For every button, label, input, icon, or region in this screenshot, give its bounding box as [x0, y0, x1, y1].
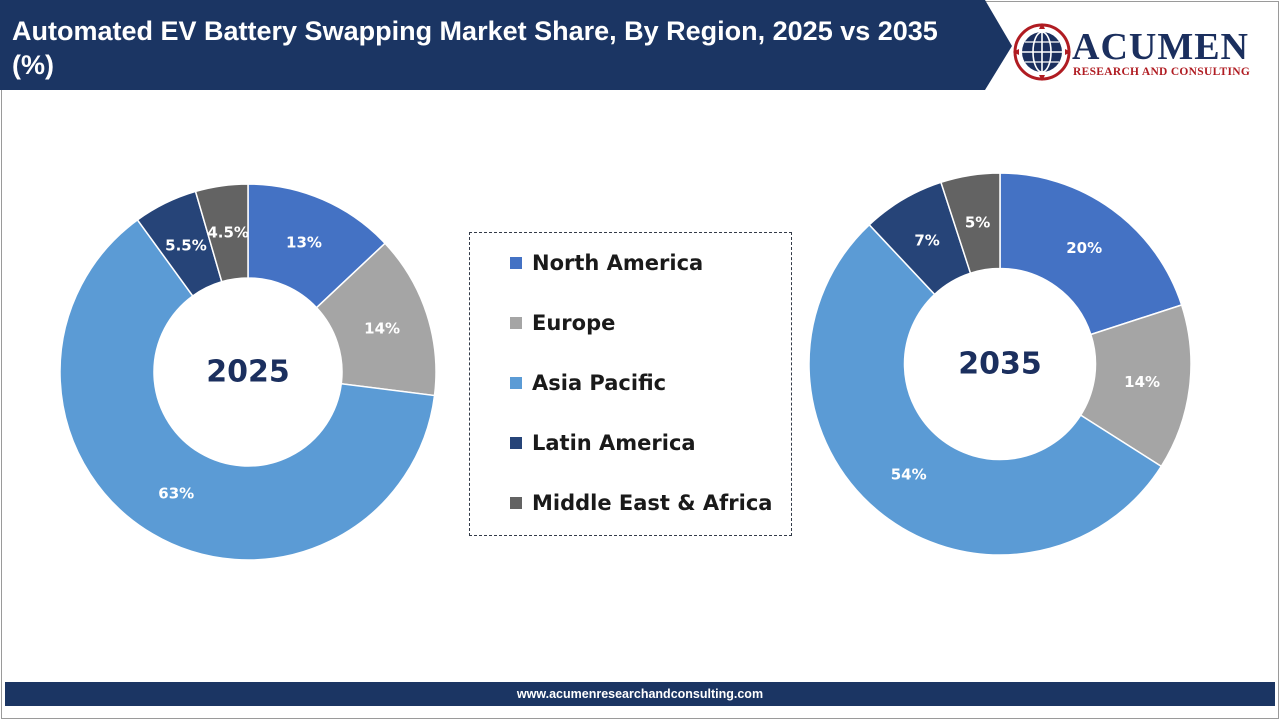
donut-chart-2035: 20% 14% 54% 7% 5% 2035 [808, 172, 1192, 556]
legend-label: North America [532, 251, 704, 275]
legend-swatch [510, 377, 522, 389]
legend-label: Middle East & Africa [532, 491, 773, 515]
footer-bar: www.acumenresearchandconsulting.com [5, 682, 1275, 706]
legend-item-middle-east-africa: Middle East & Africa [510, 489, 772, 517]
data-label-europe-2035: 14% [1124, 373, 1160, 391]
donut-2035-svg: 20% 14% 54% 7% 5% 2035 [808, 172, 1192, 556]
legend-label: Europe [532, 311, 616, 335]
data-label-europe-2025: 14% [364, 319, 400, 337]
legend-item-latin-america: Latin America [510, 429, 696, 457]
chart-title: Automated EV Battery Swapping Market Sha… [12, 16, 938, 80]
slice-asia-pacific-2025 [59, 218, 436, 561]
donut-2025-svg: 13% 14% 63% 5.5%4.5% 2025 [59, 183, 437, 561]
donut-center-label: 2035 [958, 347, 1042, 382]
data-label-north-america-2035: 20% [1066, 239, 1102, 257]
legend-item-asia-pacific: Asia Pacific [510, 369, 666, 397]
slice-middle-east-africa-2035 [940, 172, 1001, 275]
data-label-north-america-2025: 13% [286, 234, 322, 252]
header-banner [0, 0, 1012, 90]
header-banner-shape [0, 0, 1012, 90]
legend-swatch [510, 497, 522, 509]
legend-swatch [510, 257, 522, 269]
chart-legend: North America Europe Asia Pacific Latin … [469, 232, 792, 536]
donut-center-label: 2025 [206, 355, 290, 390]
header-bar: Automated EV Battery Swapping Market Sha… [0, 0, 1280, 92]
slice-asia-pacific-2035 [808, 223, 1163, 556]
logo-tagline: RESEARCH AND CONSULTING [1073, 66, 1251, 78]
data-label-asia-pacific-2025: 63% [158, 484, 194, 502]
globe-icon [1013, 23, 1071, 81]
data-label-asia-pacific-2035: 54% [891, 465, 927, 483]
company-logo: ACUMEN RESEARCH AND CONSULTING [1012, 22, 1262, 82]
legend-swatch [510, 437, 522, 449]
legend-label: Latin America [532, 431, 696, 455]
logo-wordmark: ACUMEN [1072, 26, 1249, 68]
legend-item-north-america: North America [510, 249, 703, 277]
donut-chart-2025: 13% 14% 63% 5.5% 4.5% 2025 [59, 183, 437, 561]
data-label-latin-america-2025: 5.5% [165, 236, 207, 254]
data-label-middle-east-africa-2035: 5% [965, 214, 990, 232]
data-label-latin-america-2035: 7% [914, 232, 939, 250]
legend-label: Asia Pacific [532, 371, 667, 395]
slice-north-america-2035 [999, 172, 1183, 336]
legend-swatch [510, 317, 522, 329]
data-label-middle-east-africa-2025: 4.5% [207, 223, 249, 241]
footer-website-link[interactable]: www.acumenresearchandconsulting.com [516, 687, 764, 701]
slice-middle-east-africa-2025 [194, 183, 249, 283]
legend-item-europe: Europe [510, 309, 615, 337]
